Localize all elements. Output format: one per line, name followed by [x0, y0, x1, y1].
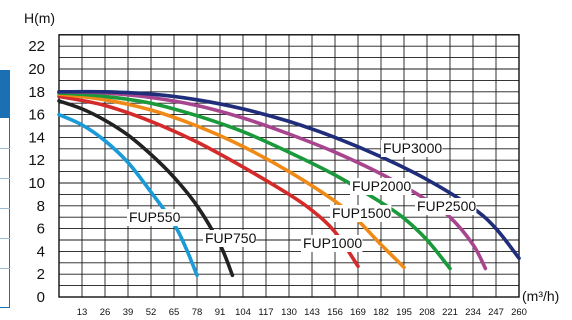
series-label-fup550: FUP550: [129, 209, 181, 225]
series-label-bg-fup1000: [301, 235, 363, 252]
y-axis-title: H(m): [24, 10, 55, 26]
x-tick-label: 65: [169, 307, 180, 318]
side-panel-band: [0, 70, 10, 118]
x-tick-label: 260: [511, 307, 527, 318]
side-panel-rule: [0, 148, 10, 149]
series-line-fup1000: [57, 94, 360, 268]
y-tick-label: 0: [37, 289, 45, 306]
x-tick-label: 143: [304, 307, 320, 318]
series-label-fup3000: FUP3000: [383, 140, 442, 156]
x-tick-label: 78: [192, 307, 203, 318]
x-tick-label: 156: [327, 307, 343, 318]
chart-grid: [59, 34, 520, 298]
side-panel-rule: [0, 238, 10, 239]
x-tick-label: 117: [258, 307, 273, 318]
series-label-fup2000: FUP2000: [352, 178, 411, 194]
series-label-bg-fup750: [203, 230, 257, 247]
x-tick-label: 234: [465, 307, 481, 318]
x-tick-label: 182: [373, 307, 389, 318]
y-tick-label: 20: [28, 61, 45, 78]
plot-frame: [58, 34, 520, 298]
series-label-bg-fup3000: [381, 140, 443, 157]
series-line-fup550: [57, 112, 199, 278]
side-panel-rule: [0, 208, 10, 209]
x-tick-label: 221: [442, 307, 458, 318]
x-tick-label: 208: [419, 307, 435, 318]
x-axis-title: (m³/h): [522, 288, 559, 304]
series-label-fup750: FUP750: [205, 230, 257, 246]
x-tick-label: 247: [488, 307, 504, 318]
series-label-bg-fup2500: [415, 198, 477, 215]
x-tick-label: 195: [396, 307, 412, 318]
series-line-fup2500: [57, 90, 488, 271]
side-panel-rule: [0, 178, 10, 179]
y-tick-label: 22: [28, 38, 45, 55]
series-label-bg-fup1500: [330, 205, 392, 222]
x-tick-label: 91: [215, 307, 226, 318]
series-label-fup1000: FUP1000: [303, 235, 362, 251]
y-tick-label: 12: [28, 152, 45, 169]
plot-border: [58, 34, 520, 298]
series-label-fup1500: FUP1500: [332, 205, 391, 221]
x-axis-ticks: 13 26 39 52 65 78 91 104 117 130 143 156 169 182 195 20…: [77, 307, 527, 318]
y-tick-label: 18: [28, 84, 45, 101]
x-tick-label: 39: [123, 307, 134, 318]
series-line-fup1500: [57, 92, 406, 270]
x-tick-label: 130: [281, 307, 297, 318]
x-tick-label: 169: [350, 307, 366, 318]
y-tick-label: 4: [37, 243, 45, 260]
series-labels: FUP550 FUP750 FUP1000 FUP1500 FUP2000 FUP2500…: [127, 140, 477, 252]
y-tick-label: 14: [28, 129, 45, 146]
x-tick-label: 104: [235, 307, 251, 318]
y-tick-label: 10: [28, 175, 45, 192]
x-tick-label: 13: [77, 307, 88, 318]
y-axis-ticks: 0 2 4 6 8 10 12 14 16 18 20 22: [28, 38, 45, 306]
x-tick-label: 52: [146, 307, 157, 318]
series-line-fup2000: [57, 91, 452, 271]
y-tick-label: 6: [37, 221, 45, 238]
side-panel-rule: [0, 268, 10, 269]
side-panel-edge: [0, 0, 12, 320]
series-label-fup2500: FUP2500: [417, 198, 476, 214]
y-tick-label: 8: [37, 198, 45, 215]
y-tick-label: 16: [28, 107, 45, 124]
series-label-bg-fup2000: [350, 178, 412, 195]
x-tick-label: 26: [100, 307, 111, 318]
y-tick-label: 2: [37, 266, 45, 283]
series-label-bg-fup550: [127, 209, 181, 226]
